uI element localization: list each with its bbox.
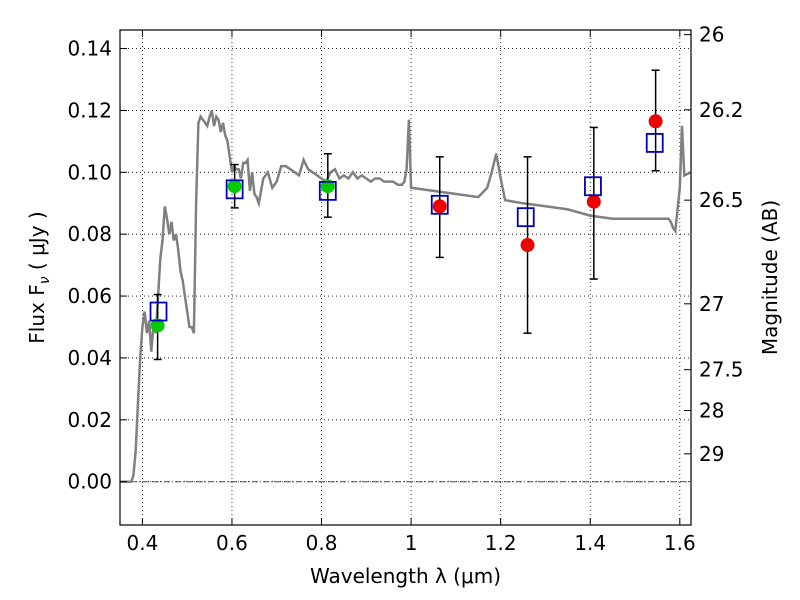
model-photometry-square (645, 133, 664, 153)
axis-ticks: 0.4 0.6 0.8 1 1.2 1.4 1.6 0.00 0.02 0.04 0.06 0.08 0… (67, 23, 743, 555)
y-axis-label-unit: ( μJy ) (25, 211, 49, 276)
observed-points-green (150, 179, 335, 333)
observed-point-red (648, 114, 663, 129)
right-tick-label: 26.2 (699, 98, 744, 122)
model-photometry-square (584, 176, 602, 197)
y-tick-label: 0.06 (67, 284, 112, 308)
x-axis-label: Wavelength λ (μm) (310, 564, 501, 588)
y-tick-label: 0.12 (67, 98, 112, 122)
model-photometry-square (516, 207, 535, 228)
x-tick-label: 0.8 (306, 531, 338, 555)
model-photometry-square (318, 180, 337, 201)
x-tick-label: 1.2 (485, 531, 517, 555)
y-tick-label: 0.14 (67, 37, 112, 61)
right-axis-label: Magnitude (AB) (758, 200, 782, 355)
y-axis-label-subscript: ν (37, 276, 53, 284)
y-tick-label: 0.02 (67, 408, 112, 432)
right-tick-label: 27.5 (699, 358, 744, 382)
observed-point-red (520, 238, 535, 253)
right-tick-label: 27 (699, 292, 724, 316)
right-tick-label: 26 (699, 23, 724, 47)
x-tick-label: 1.6 (664, 531, 696, 555)
right-tick-label: 29 (699, 442, 724, 466)
observed-point-red (432, 199, 447, 214)
y-axis-label: Flux Fν ( μJy ) (25, 211, 53, 343)
model-photometry-square (225, 179, 244, 200)
right-tick-label: 28 (699, 399, 724, 423)
x-tick-label: 1 (405, 531, 418, 555)
observed-point-green (227, 179, 242, 194)
x-tick-label: 0.4 (126, 531, 158, 555)
model-spectrum-line (120, 109, 691, 483)
model-photometry-square (149, 301, 168, 322)
x-tick-label: 1.4 (574, 531, 606, 555)
y-tick-label: 0.08 (67, 222, 112, 246)
observed-point-green (150, 318, 165, 333)
x-tick-label: 0.6 (216, 531, 248, 555)
y-tick-label: 0.00 (67, 470, 112, 494)
observed-points-red (432, 114, 663, 253)
model-photometry-squares (149, 133, 664, 322)
model-photometry-square (430, 194, 449, 215)
y-tick-label: 0.10 (67, 160, 112, 184)
grid-lines (120, 30, 691, 525)
y-tick-label: 0.04 (67, 346, 112, 370)
y-axis-label-main: Flux F (25, 284, 49, 343)
observed-point-red (586, 194, 601, 209)
right-tick-label: 26.5 (699, 188, 744, 212)
plot-frame (119, 29, 692, 526)
